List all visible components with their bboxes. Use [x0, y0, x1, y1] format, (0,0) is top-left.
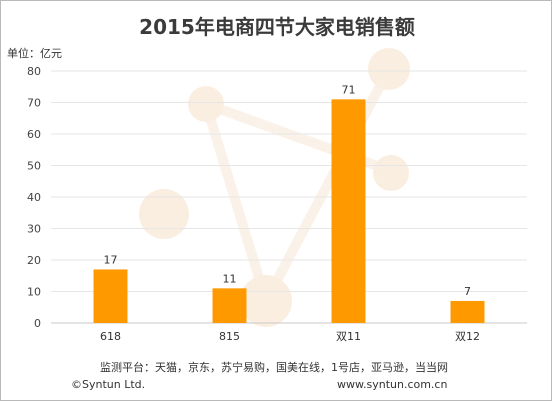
gridlines: [51, 70, 527, 324]
y-tick-label: 20: [27, 254, 41, 267]
y-tick-label: 40: [27, 191, 41, 204]
bar-双12: [450, 300, 485, 323]
website-text: www.syntun.com.cn: [337, 378, 448, 391]
y-axis-ticks: 0 10 20 30 40 50 60 70 80: [27, 65, 41, 330]
watermark-logo: [139, 48, 410, 327]
x-tick-label: 双11: [336, 330, 361, 343]
chart-title: 2015年电商四节大家电销售额: [139, 15, 415, 39]
y-axis-unit-label: 单位：亿元: [7, 47, 62, 60]
y-tick-label: 30: [27, 223, 41, 236]
y-tick-label: 80: [27, 65, 41, 78]
data-label: 71: [342, 83, 356, 96]
y-tick-label: 60: [27, 128, 41, 141]
data-label: 7: [464, 285, 471, 298]
x-tick-label: 815: [219, 330, 240, 343]
data-source-note: 监测平台：天猫，京东，苏宁易购，国美在线，1号店，亚马逊，当当网: [100, 361, 448, 374]
x-tick-label: 618: [100, 330, 121, 343]
data-label: 17: [104, 253, 118, 266]
x-axis-ticks: 618 815 双11 双12: [100, 330, 480, 343]
bar-618: [93, 269, 128, 323]
y-tick-label: 0: [34, 317, 41, 330]
x-tick-label: 双12: [455, 330, 480, 343]
y-tick-label: 10: [27, 286, 41, 299]
copyright-text: ©Syntun Ltd.: [71, 378, 146, 391]
bar-815: [212, 288, 247, 323]
bars: [93, 99, 485, 323]
y-tick-label: 50: [27, 160, 41, 173]
data-labels: 17 11 71 7: [104, 83, 472, 298]
data-label: 11: [223, 272, 237, 285]
y-tick-label: 70: [27, 97, 41, 110]
bar-双11: [331, 99, 366, 323]
